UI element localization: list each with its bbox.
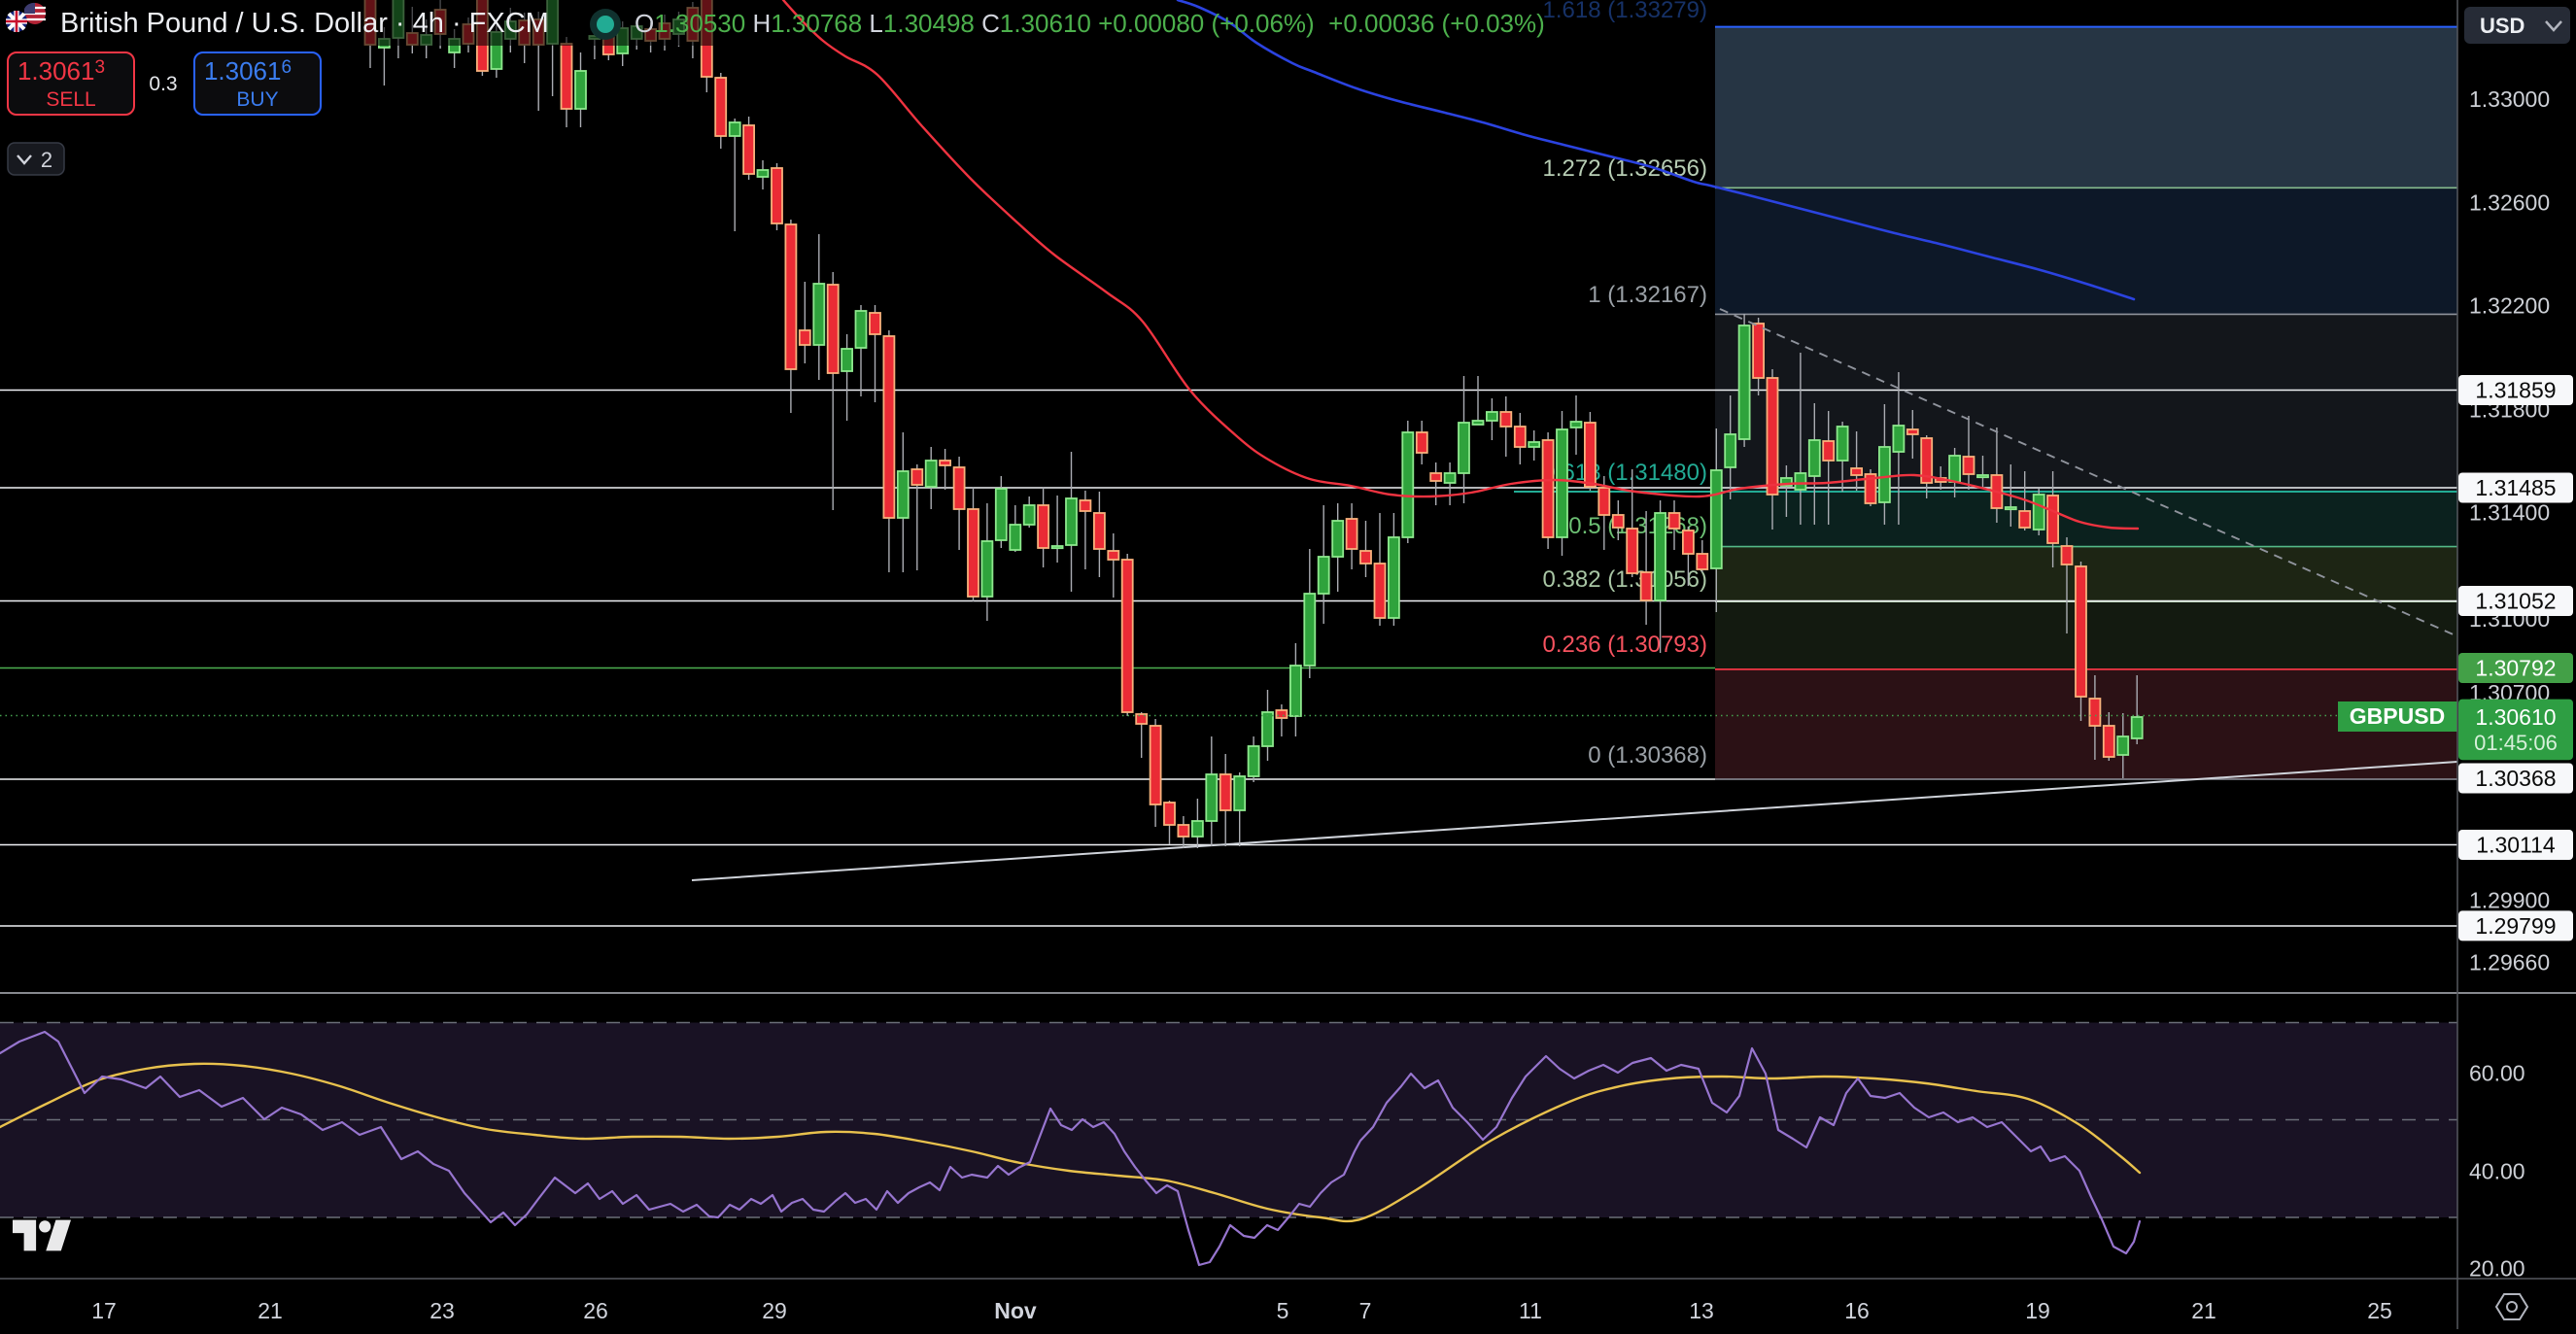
svg-text:USD: USD [2480,14,2524,38]
svg-text:1.33000: 1.33000 [2469,86,2550,112]
svg-text:British Pound / U.S. Dollar ·: British Pound / U.S. Dollar · 4h · FXCM [60,8,549,39]
svg-text:1.31400: 1.31400 [2469,500,2550,526]
svg-text:13: 13 [1689,1298,1714,1323]
svg-text:1.30368: 1.30368 [2475,766,2556,791]
svg-text:SELL: SELL [46,88,95,111]
svg-text:1.29660: 1.29660 [2469,949,2550,975]
svg-text:0 (1.30368): 0 (1.30368) [1588,742,1707,769]
svg-text:1.30613: 1.30613 [17,56,105,86]
svg-text:26: 26 [583,1298,608,1323]
svg-text:1.30114: 1.30114 [2476,833,2556,858]
svg-text:2: 2 [41,148,52,172]
svg-text:01:45:06: 01:45:06 [2474,731,2558,755]
svg-text:19: 19 [2025,1298,2050,1323]
svg-text:1.31485: 1.31485 [2475,475,2556,500]
svg-text:60.00: 60.00 [2469,1060,2525,1085]
svg-text:7: 7 [1359,1298,1372,1323]
svg-text:16: 16 [1844,1298,1870,1323]
svg-text:5: 5 [1277,1298,1289,1323]
svg-text:1.32200: 1.32200 [2469,293,2550,319]
svg-text:40.00: 40.00 [2469,1158,2525,1183]
svg-text:1.30616: 1.30616 [204,56,292,86]
svg-text:1.30610: 1.30610 [2475,704,2556,730]
svg-text:1.31859: 1.31859 [2475,378,2556,403]
svg-text:11: 11 [1519,1298,1542,1323]
svg-text:21: 21 [2191,1298,2216,1323]
svg-text:0.3: 0.3 [149,73,177,95]
svg-text:1.30792: 1.30792 [2475,656,2556,681]
svg-text:1 (1.32167): 1 (1.32167) [1588,282,1707,308]
svg-text:Nov: Nov [994,1298,1037,1323]
svg-text:0.236 (1.30793): 0.236 (1.30793) [1543,632,1707,658]
svg-text:1.29799: 1.29799 [2475,913,2556,939]
svg-text:GBPUSD: GBPUSD [2350,703,2445,729]
svg-text:BUY: BUY [236,88,278,111]
svg-text:0.382 (1.31056): 0.382 (1.31056) [1543,566,1707,593]
svg-text:29: 29 [762,1298,787,1323]
svg-text:23: 23 [429,1298,455,1323]
svg-text:1.32600: 1.32600 [2469,189,2550,215]
svg-text:20.00: 20.00 [2469,1256,2525,1282]
svg-text:25: 25 [2367,1298,2392,1323]
svg-text:1.31052: 1.31052 [2475,589,2556,614]
svg-text:O1.30530 H1.30768 L1.30498 C1.: O1.30530 H1.30768 L1.30498 C1.30610 +0.0… [635,9,1545,38]
svg-text:21: 21 [258,1298,283,1323]
svg-text:1.29900: 1.29900 [2469,888,2550,913]
svg-text:17: 17 [91,1298,117,1323]
